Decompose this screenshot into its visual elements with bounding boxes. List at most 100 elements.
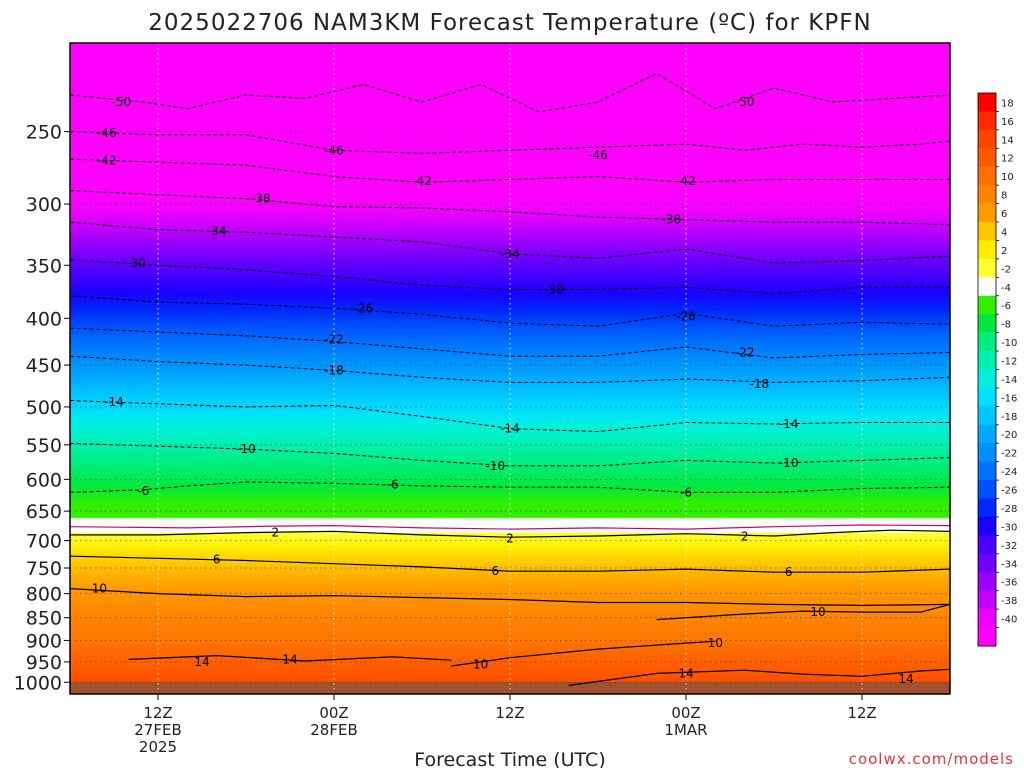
contour-label: -22 xyxy=(735,346,755,360)
legend-label: -30 xyxy=(1001,522,1017,533)
contour-label: -42 xyxy=(676,174,696,188)
y-tick-label: 400 xyxy=(26,308,62,330)
contour-label: 10 xyxy=(473,657,488,671)
contour-label: 6 xyxy=(213,552,221,566)
legend-swatch xyxy=(978,277,996,297)
contour-label: -26 xyxy=(354,301,374,315)
legend-label: -2 xyxy=(1001,264,1011,275)
legend-swatch xyxy=(978,406,996,426)
legend-swatch xyxy=(978,387,996,407)
contour-label: 14 xyxy=(678,666,693,680)
contour-label: 14 xyxy=(194,655,209,669)
legend-label: -36 xyxy=(1001,578,1017,589)
contour-label: 10 xyxy=(92,582,107,596)
legend-swatch xyxy=(978,111,996,131)
legend-label: 16 xyxy=(1001,117,1014,128)
legend-label: -8 xyxy=(1001,320,1011,331)
contour-label: 14 xyxy=(898,672,913,686)
contour-label: -46 xyxy=(588,148,608,162)
contour-line xyxy=(70,524,950,530)
contour-label: 6 xyxy=(492,564,500,578)
legend-label: -14 xyxy=(1001,375,1017,386)
y-tick-label: 750 xyxy=(26,558,62,580)
contour-label: -26 xyxy=(676,309,696,323)
contour-label: -14 xyxy=(500,422,520,436)
y-tick-label: 500 xyxy=(26,397,62,419)
x-tick-label: 28FEB xyxy=(310,721,357,739)
contour-label: 10 xyxy=(708,636,723,650)
contour-label: -34 xyxy=(500,247,520,261)
legend-swatch xyxy=(978,222,996,241)
y-tick-label: 850 xyxy=(26,608,62,630)
legend-label: 12 xyxy=(1001,154,1014,165)
contour-label: -6 xyxy=(680,485,692,499)
legend-swatch xyxy=(978,332,996,352)
legend-swatch xyxy=(978,295,996,315)
x-tick-label: 27FEB xyxy=(134,721,181,739)
x-tick-label: 2025 xyxy=(139,738,177,756)
legend-label: 10 xyxy=(1001,172,1014,183)
contour-label: 6 xyxy=(785,565,793,579)
contour-label: -30 xyxy=(544,282,564,296)
contour-label: -10 xyxy=(486,459,506,473)
credit-label: coolwx.com/models xyxy=(849,750,1014,768)
legend-label: -4 xyxy=(1001,283,1011,294)
legend-label: -40 xyxy=(1001,615,1017,626)
contour-label: 2 xyxy=(741,530,749,544)
contour-label: -22 xyxy=(324,333,344,347)
contour-label: -6 xyxy=(387,478,399,492)
contour-line xyxy=(70,295,950,327)
y-axis: 2503003504004505005506006507007508008509… xyxy=(14,122,70,694)
contour-label: -38 xyxy=(662,213,682,227)
contour-line xyxy=(70,190,950,226)
contour-label: -30 xyxy=(126,256,146,270)
contour-line xyxy=(451,640,716,667)
legend-label: -18 xyxy=(1001,412,1017,423)
contour-line xyxy=(70,131,950,154)
legend-label: -6 xyxy=(1001,301,1011,312)
legend-label: -24 xyxy=(1001,467,1017,478)
contour-line xyxy=(70,529,950,538)
x-axis-title: Forecast Time (UTC) xyxy=(414,749,605,768)
contour-label: -10 xyxy=(236,442,256,456)
contour-line xyxy=(70,327,950,359)
contour-label: -46 xyxy=(324,143,344,157)
legend-swatch xyxy=(978,314,996,333)
contour-label: 2 xyxy=(506,531,514,545)
legend-label: 2 xyxy=(1001,246,1007,257)
contour-label: 14 xyxy=(282,652,297,666)
legend-swatch xyxy=(978,461,996,481)
legend-label: 4 xyxy=(1001,227,1007,238)
y-tick-label: 300 xyxy=(26,194,62,216)
y-tick-label: 250 xyxy=(26,122,62,144)
x-tick-label: 12Z xyxy=(143,704,172,722)
contour-label: -18 xyxy=(750,377,770,391)
contour-label: -6 xyxy=(137,484,149,498)
y-tick-label: 450 xyxy=(26,355,62,377)
contour-label: 10 xyxy=(810,605,825,619)
contour-label: -42 xyxy=(412,174,432,188)
plot-frame xyxy=(69,42,951,695)
legend-swatch xyxy=(978,93,996,112)
legend-label: 6 xyxy=(1001,209,1007,220)
legend-label: -28 xyxy=(1001,504,1017,515)
legend-swatch xyxy=(978,572,996,591)
legend-swatch xyxy=(978,148,996,168)
legend-label: -10 xyxy=(1001,338,1017,349)
y-tick-label: 1000 xyxy=(14,672,62,694)
legend-label: 18 xyxy=(1001,98,1014,109)
legend-swatch xyxy=(978,203,996,223)
y-tick-label: 600 xyxy=(26,469,62,491)
contour-label: -14 xyxy=(104,395,124,409)
contour-line xyxy=(70,555,950,573)
contour-line xyxy=(70,158,950,183)
legend-label: -26 xyxy=(1001,486,1017,497)
contour-line xyxy=(70,355,950,383)
contour-label: -38 xyxy=(251,192,271,206)
contour-label: -18 xyxy=(324,363,344,377)
chart-title: 2025022706 NAM3KM Forecast Temperature (… xyxy=(148,10,871,36)
legend-label: -12 xyxy=(1001,357,1017,368)
